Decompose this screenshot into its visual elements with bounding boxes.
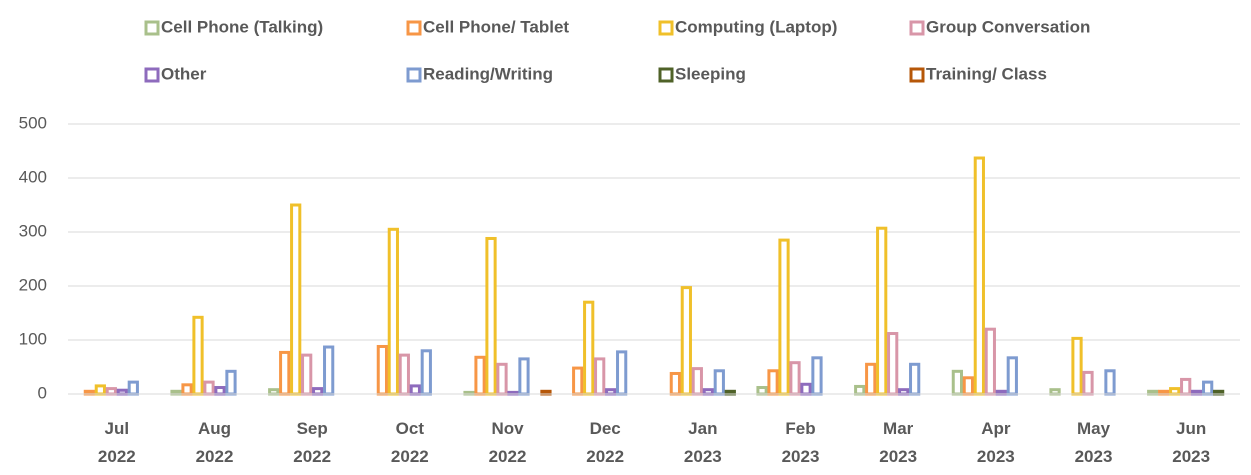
x-tick-label: May 2023 [1075,419,1113,466]
legend-label: Group Conversation [926,17,1090,36]
x-tick-label: Dec 2022 [586,419,624,466]
y-tick-label: 100 [19,329,47,348]
legend-label: Computing (Laptop) [675,17,837,36]
bar [485,236,497,396]
bar [225,369,237,396]
bar [691,367,703,396]
bar [669,371,681,396]
bar [876,226,888,396]
bar [778,238,790,396]
legend-label: Cell Phone (Talking) [161,17,323,36]
legend-swatch [909,67,925,83]
bar [312,387,324,396]
bar [214,386,226,396]
bar [616,350,628,396]
bar [496,362,508,396]
legend-label: Cell Phone/ Tablet [423,17,569,36]
bar [594,357,606,396]
bar [909,362,921,396]
x-tick-label: Nov 2022 [489,419,527,466]
y-tick-label: 400 [19,167,47,186]
bar [1180,377,1192,396]
bar [301,353,313,396]
bar [1049,388,1061,396]
bar [1082,370,1094,396]
bar [420,349,432,396]
bar [116,388,128,396]
bar [583,300,595,396]
legend-swatch [406,20,422,36]
x-tick-label: Oct 2022 [391,419,429,466]
bar [409,384,421,396]
x-tick-label: Sep 2022 [293,419,331,466]
bar [962,376,974,396]
bar [94,384,106,396]
bar [323,345,335,396]
bar [789,361,801,396]
bar [268,388,280,396]
bar [105,387,117,396]
bar [811,356,823,396]
bar [984,327,996,396]
bar [1169,387,1181,396]
legend-swatch [144,20,160,36]
bar [680,286,692,396]
x-tick-label: Jun 2023 [1172,419,1210,466]
bar [279,350,291,396]
bar [800,382,812,396]
x-tick-label: Jan 2023 [684,419,722,466]
bar [127,380,139,396]
legend-label: Reading/Writing [423,64,553,83]
x-tick-label: Mar 2023 [879,419,917,466]
bar [518,357,530,396]
bar [973,156,985,396]
bar [376,344,388,396]
legend-swatch [406,67,422,83]
bar [1006,356,1018,396]
legend-swatch [658,20,674,36]
bar [1104,369,1116,396]
y-tick-label: 200 [19,275,47,294]
bar [854,384,866,396]
bar [181,383,193,396]
bar [1202,380,1214,396]
x-tick-label: Apr 2023 [977,419,1015,466]
bar [865,362,877,396]
bar [756,386,768,396]
x-tick-label: Aug 2022 [196,419,234,466]
bar [887,332,899,396]
bar [398,353,410,396]
bar [203,380,215,396]
bar [1071,336,1083,396]
legend-label: Other [161,64,207,83]
y-tick-label: 300 [19,221,47,240]
bar [713,369,725,396]
bar [192,315,204,396]
bar [951,369,963,396]
bar [572,366,584,396]
legend-label: Training/ Class [926,64,1047,83]
legend-swatch [909,20,925,36]
bar [767,369,779,396]
bar [702,388,714,396]
x-tick-label: Feb 2023 [782,419,820,466]
bar [898,388,910,396]
bar [387,227,399,396]
y-tick-label: 500 [19,113,47,132]
legend-swatch [144,67,160,83]
legend-swatch [658,67,674,83]
bar [474,355,486,396]
y-tick-label: 0 [38,383,47,402]
legend-label: Sleeping [675,64,746,83]
bar [605,388,617,396]
x-tick-label: Jul 2022 [98,419,136,466]
bar [290,203,302,396]
